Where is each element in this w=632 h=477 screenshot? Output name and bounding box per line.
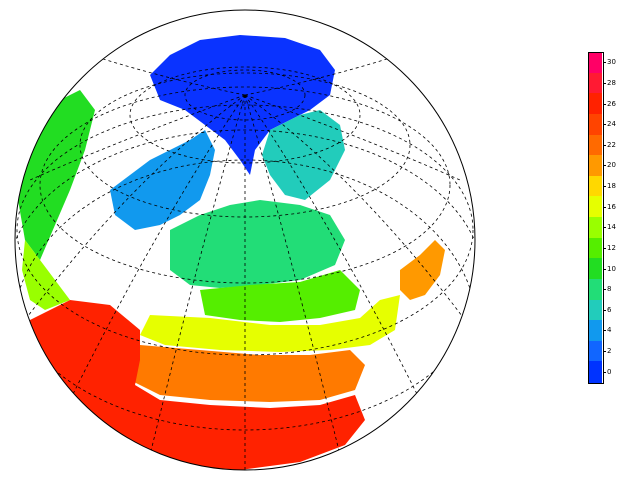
- colorbar-tick-label: 26: [607, 99, 616, 108]
- colorbar-tick: [603, 124, 606, 126]
- colorbar-swatch: [588, 258, 602, 280]
- greenland: [262, 110, 345, 200]
- colorbar-tick: [603, 330, 606, 332]
- globe-outline: [14, 9, 476, 471]
- colorbar-tick: [603, 82, 606, 84]
- central-canada: [170, 200, 345, 288]
- colorbar-swatch: [588, 340, 602, 362]
- colorbar-swatch: [588, 278, 602, 300]
- colorbar-tick-label: 28: [607, 78, 616, 87]
- colorbar-tick: [603, 268, 606, 270]
- colorbar-frame: [588, 52, 604, 384]
- colorbar-swatch: [588, 134, 602, 156]
- colorbar-swatch: [588, 113, 602, 135]
- colorbar-tick-label: 22: [607, 140, 616, 149]
- usa-central: [130, 345, 365, 402]
- colorbar-tick: [603, 371, 606, 373]
- colorbar-tick: [603, 186, 606, 188]
- colorbar-tick-label: 18: [607, 182, 616, 191]
- colorbar-swatch: [588, 361, 602, 383]
- colorbar-tick: [603, 351, 606, 353]
- colorbar-tick: [603, 227, 606, 229]
- colorbar-swatch: [588, 237, 602, 259]
- colorbar-tick: [603, 309, 606, 311]
- colorbar-tick-label: 0: [607, 367, 612, 376]
- northern-canada: [110, 130, 215, 230]
- colorbar-swatch: [588, 52, 602, 74]
- atlantic-maritimes: [400, 240, 445, 300]
- colorbar-swatch: [588, 93, 602, 115]
- colorbar-swatch: [588, 155, 602, 177]
- colorbar-tick-label: 2: [607, 347, 612, 356]
- colorbar-swatch: [588, 320, 602, 342]
- eastern-canada: [200, 270, 360, 322]
- colorbar-tick-label: 24: [607, 120, 616, 129]
- colorbar-swatch: [588, 196, 602, 218]
- colorbar-tick: [603, 62, 606, 64]
- colorbar-tick-label: 8: [607, 285, 612, 294]
- pacific-coast: [22, 240, 70, 310]
- colorbar-tick-label: 12: [607, 243, 616, 252]
- usa-south-mexico: [30, 300, 365, 470]
- colorbar-swatch: [588, 175, 602, 197]
- colorbar-tick: [603, 165, 606, 167]
- globe-map: [14, 9, 476, 471]
- colorbar-tick-label: 4: [607, 326, 612, 335]
- colorbar-tick-label: 30: [607, 58, 616, 67]
- colorbar-tick-label: 16: [607, 202, 616, 211]
- colorbar-tick-label: 14: [607, 223, 616, 232]
- colorbar-legend: 30 28 26 24 22 20 18 16 14 12 10 8 6 4 2 0: [588, 52, 630, 384]
- colorbar-tick: [603, 144, 606, 146]
- colorbar-tick: [603, 103, 606, 105]
- colorbar-swatch: [588, 299, 602, 321]
- colorbar-tick-label: 20: [607, 161, 616, 170]
- colorbar-tick-label: 6: [607, 305, 612, 314]
- colorbar-swatch: [588, 72, 602, 94]
- colorbar-tick-label: 10: [607, 264, 616, 273]
- colorbar-tick: [603, 289, 606, 291]
- colorbar-swatch: [588, 217, 602, 239]
- graticule: [15, 54, 475, 470]
- colorbar-tick: [603, 206, 606, 208]
- colorbar-tick: [603, 247, 606, 249]
- usa-north: [140, 295, 400, 352]
